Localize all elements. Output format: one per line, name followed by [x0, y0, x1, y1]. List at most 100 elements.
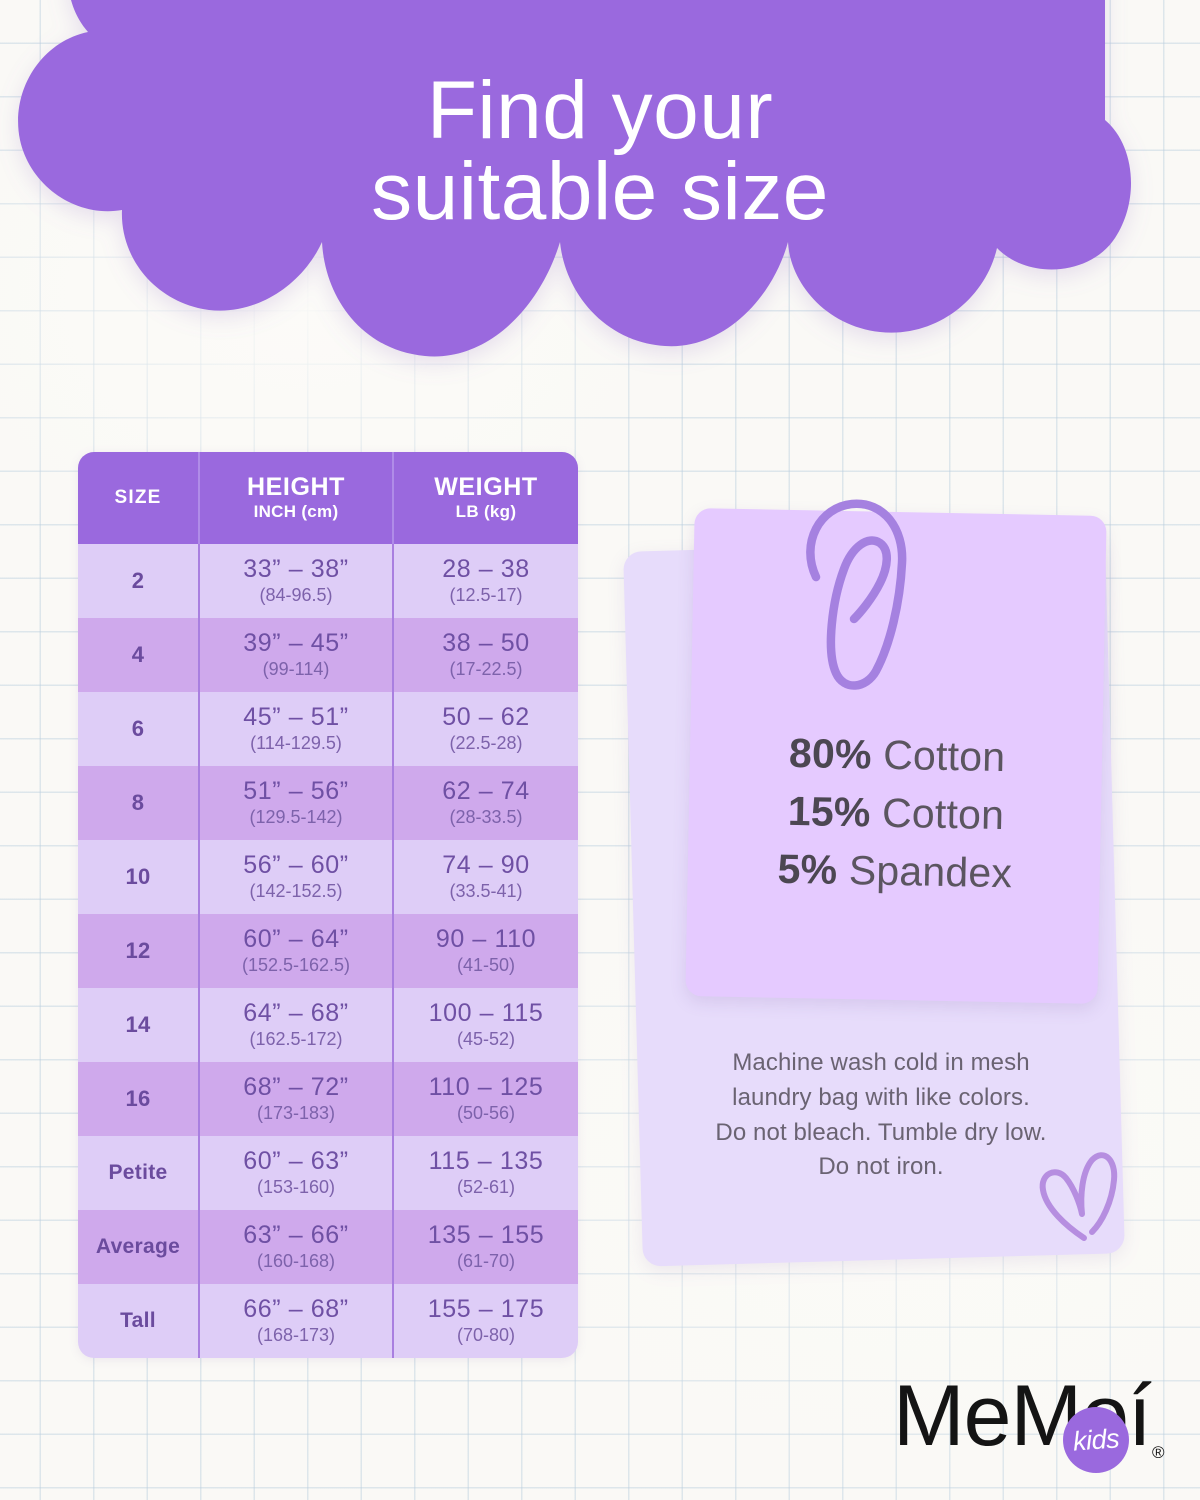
column-header-height-unit: INCH (cm): [253, 502, 339, 522]
cell-weight: 90 – 110 (41-50): [392, 914, 578, 988]
height-cm: (129.5-142): [249, 806, 343, 827]
height-inches: 68” – 72”: [243, 1073, 349, 1102]
cell-height: 33” – 38” (84-96.5): [198, 544, 392, 618]
weight-lb: 135 – 155: [427, 1221, 545, 1250]
cell-height: 64” – 68” (162.5-172): [198, 988, 392, 1062]
cell-size: Petite: [78, 1136, 198, 1210]
size-value: Petite: [108, 1161, 168, 1184]
height-inches: 64” – 68”: [243, 999, 349, 1028]
cell-weight: 28 – 38 (12.5-17): [392, 544, 578, 618]
size-value: 8: [131, 790, 145, 815]
column-header-weight-label: WEIGHT: [434, 472, 538, 501]
cell-weight: 110 – 125 (50-56): [392, 1062, 578, 1136]
column-header-weight-unit: LB (kg): [455, 502, 517, 522]
height-inches: 60” – 63”: [243, 1147, 349, 1176]
column-header-weight: WEIGHT LB (kg): [392, 452, 578, 544]
cell-height: 68” – 72” (173-183): [198, 1062, 392, 1136]
height-cm: (173-183): [256, 1102, 336, 1123]
column-header-height-label: HEIGHT: [246, 472, 346, 501]
size-value: 16: [125, 1086, 151, 1111]
cell-size: 8: [78, 766, 198, 840]
height-inches: 51” – 56”: [243, 777, 349, 806]
table-row: 16 68” – 72” (173-183) 110 – 125 (50-56): [78, 1062, 578, 1136]
title-line-2: suitable size: [371, 146, 829, 238]
column-header-height: HEIGHT INCH (cm): [198, 452, 392, 544]
cell-weight: 38 – 50 (17-22.5): [392, 618, 578, 692]
composition-material: Spandex: [848, 847, 1013, 897]
cell-height: 60” – 63” (153-160): [198, 1136, 392, 1210]
paperclip-icon: [798, 485, 928, 695]
weight-lb: 38 – 50: [442, 629, 530, 658]
height-cm: (168-173): [256, 1324, 336, 1345]
weight-kg: (17-22.5): [449, 658, 523, 679]
table-row: 6 45” – 51” (114-129.5) 50 – 62 (22.5-28): [78, 692, 578, 766]
table-row: 14 64” – 68” (162.5-172) 100 – 115 (45-52): [78, 988, 578, 1062]
table-row: 10 56” – 60” (142-152.5) 74 – 90 (33.5-41): [78, 840, 578, 914]
height-inches: 60” – 64”: [243, 925, 349, 954]
weight-lb: 28 – 38: [442, 555, 530, 584]
weight-kg: (33.5-41): [449, 880, 523, 901]
care-line: Machine wash cold in mesh: [732, 1049, 1030, 1076]
size-value: 10: [125, 864, 151, 889]
cell-weight: 100 – 115 (45-52): [392, 988, 578, 1062]
height-cm: (153-160): [256, 1176, 336, 1197]
weight-lb: 74 – 90: [442, 851, 530, 880]
column-header-size: SIZE: [78, 452, 198, 544]
cell-height: 51” – 56” (129.5-142): [198, 766, 392, 840]
care-line: Do not bleach. Tumble dry low.: [715, 1118, 1047, 1146]
cell-height: 63” – 66” (160-168): [198, 1210, 392, 1284]
height-cm: (152.5-162.5): [241, 954, 351, 975]
cell-weight: 62 – 74 (28-33.5): [392, 766, 578, 840]
table-header-row: SIZE HEIGHT INCH (cm) WEIGHT LB (kg): [78, 452, 578, 544]
cell-size: 12: [78, 914, 198, 988]
height-inches: 45” – 51”: [243, 703, 349, 732]
height-cm: (142-152.5): [249, 880, 343, 901]
height-inches: 63” – 66”: [243, 1221, 349, 1250]
composition-line: 15% Cotton: [689, 780, 1102, 846]
composition-line: 80% Cotton: [691, 722, 1104, 788]
cell-size: 10: [78, 840, 198, 914]
weight-kg: (45-52): [456, 1028, 516, 1049]
cell-weight: 155 – 175 (70-80): [392, 1284, 578, 1358]
height-cm: (162.5-172): [249, 1028, 343, 1049]
kids-badge-label: kids: [1071, 1422, 1120, 1457]
registered-trademark-icon: ®: [1152, 1443, 1165, 1462]
cell-size: 2: [78, 544, 198, 618]
weight-kg: (22.5-28): [449, 732, 523, 753]
cell-height: 56” – 60” (142-152.5): [198, 840, 392, 914]
weight-lb: 100 – 115: [428, 999, 544, 1028]
weight-kg: (70-80): [456, 1324, 516, 1345]
size-value: 12: [125, 938, 151, 963]
weight-lb: 90 – 110: [435, 925, 537, 954]
table-row: 8 51” – 56” (129.5-142) 62 – 74 (28-33.5): [78, 766, 578, 840]
title-line-1: Find your: [426, 65, 774, 156]
cell-size: Average: [78, 1210, 198, 1284]
weight-lb: 62 – 74: [442, 777, 530, 806]
heart-icon: [1036, 1152, 1122, 1248]
table-row: 12 60” – 64” (152.5-162.5) 90 – 110 (41-50): [78, 914, 578, 988]
table-row: Average 63” – 66” (160-168) 135 – 155 (61-70…: [78, 1210, 578, 1284]
weight-kg: (41-50): [456, 954, 516, 975]
height-cm: (160-168): [256, 1250, 336, 1271]
weight-lb: 110 – 125: [428, 1073, 544, 1102]
cell-size: 16: [78, 1062, 198, 1136]
height-cm: (99-114): [262, 658, 330, 679]
cell-weight: 115 – 135 (52-61): [392, 1136, 578, 1210]
weight-kg: (28-33.5): [449, 806, 523, 827]
page-title: Find your suitable size: [0, 70, 1200, 238]
brand-logo: MeMoí kids ®: [893, 1373, 1165, 1473]
size-value: 2: [131, 568, 145, 593]
cell-size: Tall: [78, 1284, 198, 1358]
cell-height: 45” – 51” (114-129.5): [198, 692, 392, 766]
cell-height: 39” – 45” (99-114): [198, 618, 392, 692]
cell-size: 14: [78, 988, 198, 1062]
weight-kg: (12.5-17): [449, 584, 523, 605]
table-row: Tall 66” – 68” (168-173) 155 – 175 (70-80): [78, 1284, 578, 1358]
cell-size: 4: [78, 618, 198, 692]
height-inches: 33” – 38”: [243, 555, 349, 584]
composition-material: Cotton: [882, 731, 1006, 781]
composition-percent: 5%: [777, 846, 838, 894]
size-value: 4: [131, 642, 145, 667]
weight-kg: (52-61): [456, 1176, 516, 1197]
size-value: Tall: [120, 1309, 156, 1332]
